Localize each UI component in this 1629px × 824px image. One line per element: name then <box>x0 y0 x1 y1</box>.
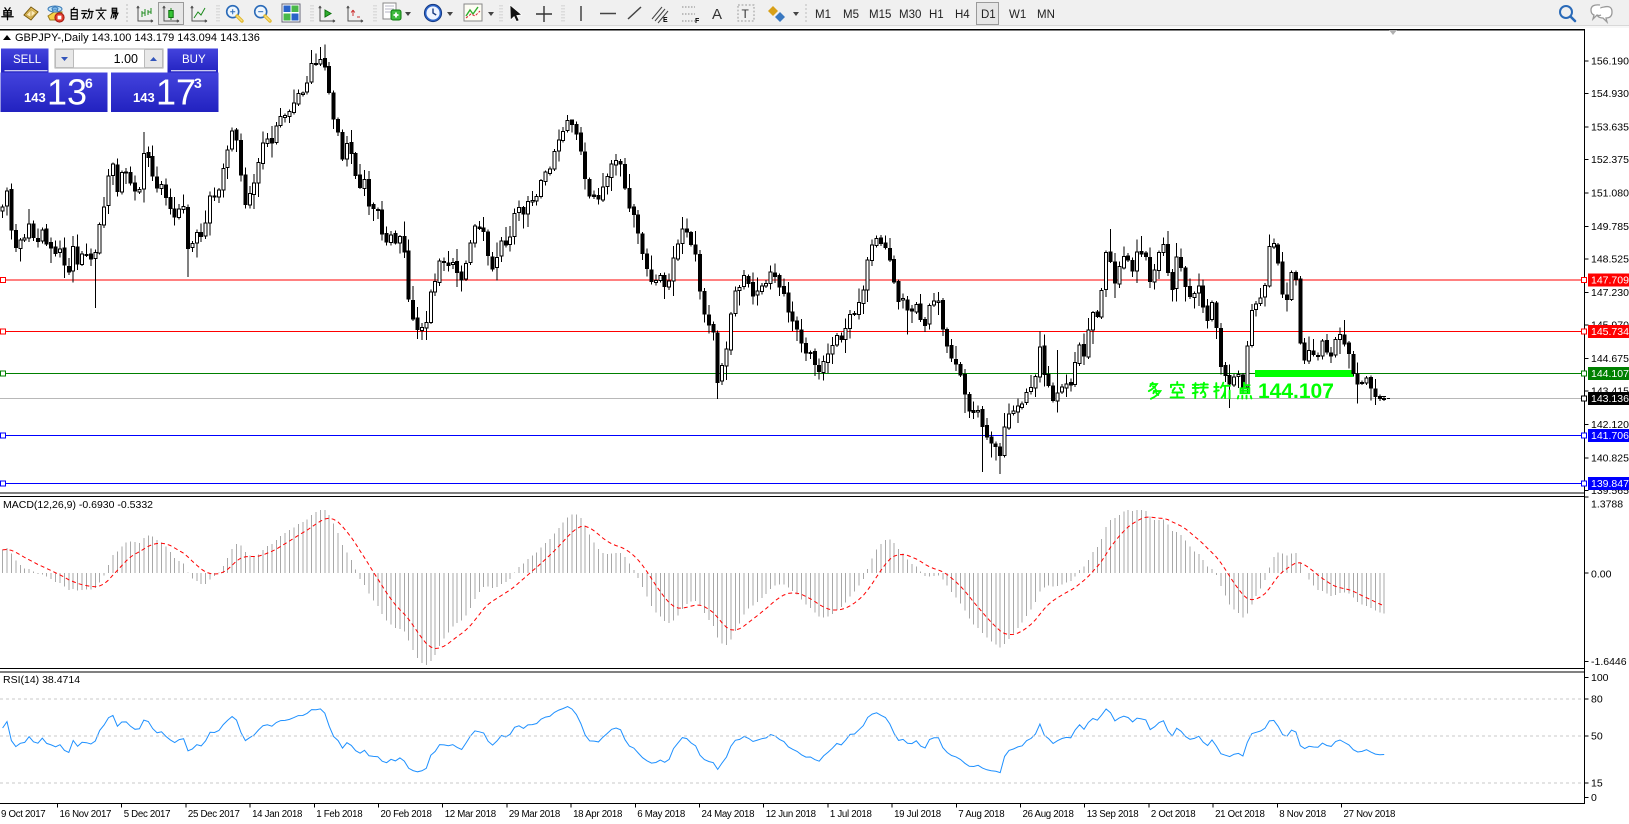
svg-text:19 Jul 2018: 19 Jul 2018 <box>894 809 941 820</box>
svg-text:16 Nov 2017: 16 Nov 2017 <box>60 809 112 820</box>
svg-text:9 Oct 2017: 9 Oct 2017 <box>1 809 45 820</box>
svg-text:0.00: 0.00 <box>1591 569 1612 581</box>
svg-text:5 Dec 2017: 5 Dec 2017 <box>124 809 171 820</box>
svg-text:W1: W1 <box>1009 9 1026 21</box>
svg-text:M30: M30 <box>899 9 921 21</box>
svg-text:145.734: 145.734 <box>1591 326 1629 338</box>
svg-text:142.120: 142.120 <box>1591 419 1629 431</box>
svg-text:MACD(12,26,9) -0.6930 -0.5332: MACD(12,26,9) -0.6930 -0.5332 <box>3 499 153 511</box>
svg-text:15: 15 <box>1591 778 1603 790</box>
svg-text:1.3788: 1.3788 <box>1591 499 1623 511</box>
svg-text:-1.6446: -1.6446 <box>1591 656 1627 668</box>
svg-text:18 Apr 2018: 18 Apr 2018 <box>573 809 622 820</box>
svg-text:156.190: 156.190 <box>1591 56 1629 68</box>
svg-text:GBPJPY-,Daily 143.100 143.179: GBPJPY-,Daily 143.100 143.179 143.094 14… <box>15 32 260 44</box>
svg-text:147.709: 147.709 <box>1591 275 1629 287</box>
svg-text:6: 6 <box>85 75 93 91</box>
svg-text:0: 0 <box>1591 792 1597 804</box>
svg-text:149.785: 149.785 <box>1591 221 1629 233</box>
svg-text:12 Jun 2018: 12 Jun 2018 <box>766 809 816 820</box>
svg-text:26 Aug 2018: 26 Aug 2018 <box>1023 809 1074 820</box>
svg-text:M15: M15 <box>869 9 891 21</box>
svg-text:MN: MN <box>1037 9 1055 21</box>
svg-text:M1: M1 <box>815 9 831 21</box>
svg-text:143: 143 <box>133 90 155 105</box>
svg-text:1 Feb 2018: 1 Feb 2018 <box>316 809 362 820</box>
svg-text:141.706: 141.706 <box>1591 430 1629 442</box>
svg-text:143.136: 143.136 <box>1591 393 1629 405</box>
svg-text:RSI(14) 38.4714: RSI(14) 38.4714 <box>3 674 80 686</box>
svg-text:148.525: 148.525 <box>1591 254 1629 266</box>
svg-text:21 Oct 2018: 21 Oct 2018 <box>1215 809 1264 820</box>
svg-text:140.825: 140.825 <box>1591 453 1629 465</box>
svg-text:12 Mar 2018: 12 Mar 2018 <box>445 809 496 820</box>
svg-text:139.847: 139.847 <box>1591 478 1629 490</box>
svg-text:144.107: 144.107 <box>1591 368 1629 380</box>
svg-text:154.930: 154.930 <box>1591 88 1629 100</box>
svg-text:SELL: SELL <box>13 54 42 66</box>
svg-text:17: 17 <box>156 72 196 113</box>
svg-text:24 May 2018: 24 May 2018 <box>702 809 755 820</box>
svg-text:6 May 2018: 6 May 2018 <box>637 809 685 820</box>
svg-text:H1: H1 <box>929 9 944 21</box>
svg-text:151.080: 151.080 <box>1591 188 1629 200</box>
svg-text:50: 50 <box>1591 731 1603 743</box>
svg-text:BUY: BUY <box>182 54 206 66</box>
svg-text:147.230: 147.230 <box>1591 287 1629 299</box>
svg-text:1 Jul 2018: 1 Jul 2018 <box>830 809 872 820</box>
svg-text:3: 3 <box>194 75 202 91</box>
svg-text:144.107: 144.107 <box>1258 380 1334 403</box>
svg-text:14 Jan 2018: 14 Jan 2018 <box>252 809 302 820</box>
svg-text:7 Aug 2018: 7 Aug 2018 <box>958 809 1004 820</box>
svg-text:144.675: 144.675 <box>1591 353 1629 365</box>
svg-text:8 Nov 2018: 8 Nov 2018 <box>1279 809 1326 820</box>
svg-text:E: E <box>663 17 668 24</box>
svg-text:80: 80 <box>1591 693 1603 705</box>
svg-text:152.375: 152.375 <box>1591 154 1629 166</box>
svg-text:13 Sep 2018: 13 Sep 2018 <box>1087 809 1139 820</box>
svg-text:H4: H4 <box>955 9 970 21</box>
svg-text:27 Nov 2018: 27 Nov 2018 <box>1344 809 1396 820</box>
svg-text:25 Dec 2017: 25 Dec 2017 <box>188 809 240 820</box>
svg-text:F: F <box>695 18 700 25</box>
svg-text:29 Mar 2018: 29 Mar 2018 <box>509 809 560 820</box>
svg-text:2 Oct 2018: 2 Oct 2018 <box>1151 809 1195 820</box>
svg-text:20 Feb 2018: 20 Feb 2018 <box>381 809 432 820</box>
svg-text:T: T <box>742 7 750 21</box>
svg-text:13: 13 <box>47 72 87 113</box>
svg-text:1.00: 1.00 <box>114 52 138 66</box>
svg-text:D1: D1 <box>981 9 996 21</box>
svg-text:A: A <box>712 6 722 23</box>
svg-text:153.635: 153.635 <box>1591 122 1629 134</box>
svg-text:100: 100 <box>1591 672 1609 684</box>
svg-text:M5: M5 <box>843 9 859 21</box>
svg-text:143: 143 <box>24 90 46 105</box>
